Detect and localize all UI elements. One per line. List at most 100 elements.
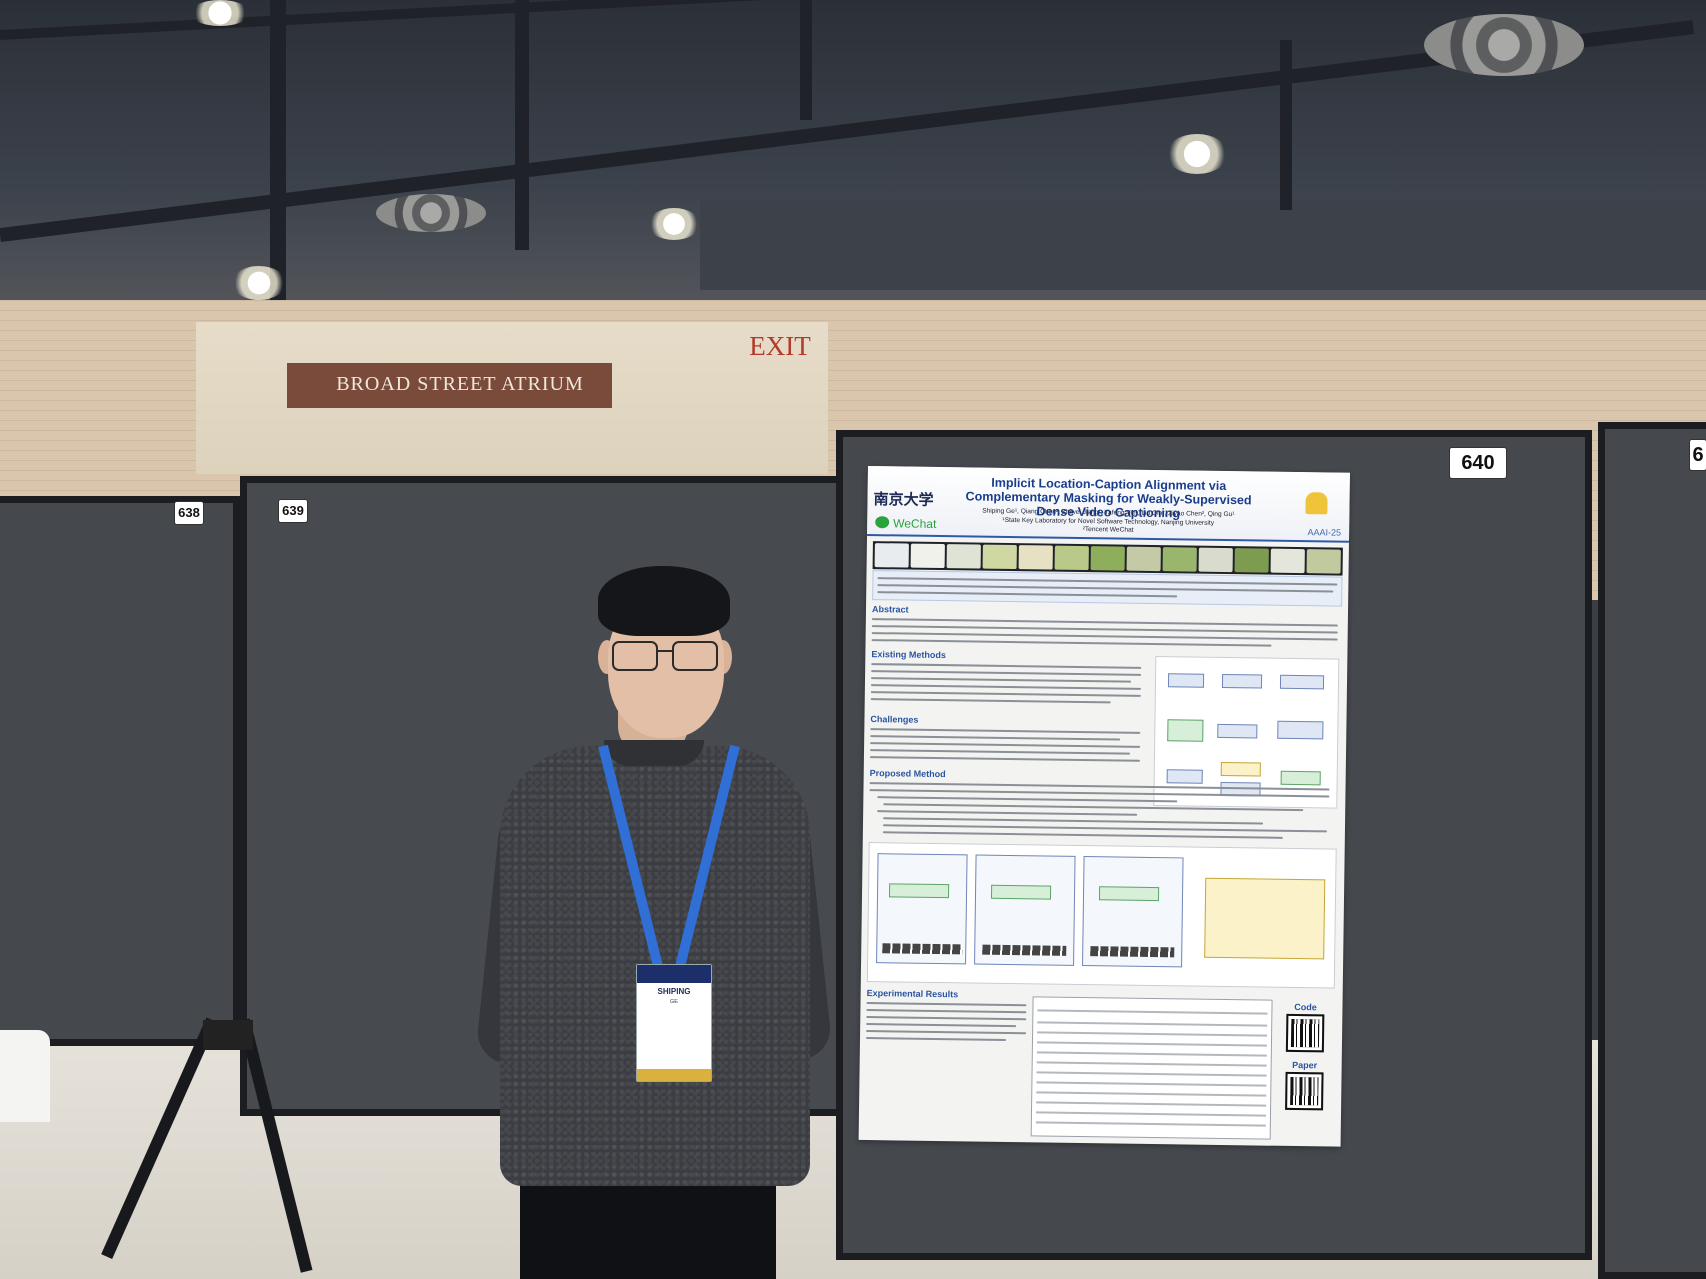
text-line [871, 639, 1272, 647]
board-number-tag: 638 [175, 502, 203, 524]
table-row [1037, 1021, 1268, 1027]
video-frame [1306, 549, 1341, 574]
table-row [1035, 1111, 1266, 1117]
section-proposed-method: Proposed Method [869, 768, 946, 780]
ceiling-truss [700, 200, 1706, 290]
diagram-box [1280, 770, 1321, 786]
text-line [870, 698, 1111, 704]
table-row [1035, 1121, 1266, 1127]
text-line [883, 817, 1264, 825]
text-line [870, 728, 1141, 734]
table-row [1036, 1061, 1267, 1067]
person-sweater [500, 746, 810, 1186]
ceiling-light [232, 266, 286, 300]
glasses-left-lens [612, 641, 658, 671]
conference-mascot-icon [1305, 492, 1328, 515]
research-poster: 南京大学 WeChat Implicit Location-Caption Al… [858, 466, 1350, 1147]
table-row [1036, 1071, 1267, 1077]
board-number-tag: 639 [279, 500, 307, 522]
board-number-tag: 6 [1690, 440, 1706, 470]
text-line [865, 1037, 1007, 1041]
video-frame [1270, 548, 1305, 574]
diagram-box [1279, 674, 1325, 690]
ceiling-vent [376, 194, 486, 232]
poster-authors: Shiping Ge¹, Qiang Chen², Zhiwei Jiang¹,… [949, 507, 1267, 539]
badge-first-name: SHIPING [657, 987, 691, 996]
board-number-tag: 640 [1450, 448, 1506, 478]
video-frame [1162, 547, 1197, 572]
diagram-box [1167, 673, 1205, 688]
glasses-bridge [658, 650, 672, 652]
video-frame [1234, 548, 1269, 573]
diagram-box [1167, 719, 1204, 742]
text-line [866, 1030, 1027, 1035]
video-frame [946, 544, 981, 569]
exit-sign: EXIT [749, 331, 811, 361]
paper-label: Paper [1292, 1059, 1318, 1071]
text-line [866, 1016, 1027, 1021]
text-line [877, 591, 1178, 598]
architecture-figure [866, 842, 1337, 989]
poster-board-edge [1598, 422, 1706, 1279]
text-line [877, 810, 1138, 816]
board-stand-leg [203, 1020, 253, 1050]
person-hair [598, 566, 730, 636]
video-frame [1090, 546, 1125, 571]
diagram-block [1204, 877, 1326, 960]
badge-header [637, 965, 711, 983]
diagram-box [1217, 723, 1258, 739]
text-line [882, 831, 1283, 839]
paper-qr-icon [1285, 1071, 1324, 1111]
ceiling-truss [1280, 40, 1292, 210]
section-experimental-results: Experimental Results [866, 988, 959, 1000]
table-row [1037, 1009, 1268, 1015]
conference-badge: SHIPING GE [636, 964, 712, 1082]
ceiling-light [190, 0, 250, 26]
ceiling-light [1166, 134, 1228, 174]
diagram-box [1221, 673, 1263, 689]
diagram-box [1220, 761, 1261, 777]
sweater-collar [604, 740, 704, 766]
text-line [870, 684, 1141, 690]
ceiling-vent [1424, 14, 1584, 76]
text-line [870, 742, 1141, 748]
code-label: Code [1294, 1002, 1317, 1013]
caption-example-box [872, 570, 1343, 607]
video-frame [874, 543, 909, 568]
ceiling-light [648, 208, 700, 240]
code-qr-icon [1285, 1013, 1325, 1053]
venue-sign-text: BROAD STREET ATRIUM [336, 373, 584, 395]
text-line [870, 735, 1121, 741]
text-line [866, 1023, 1017, 1028]
university-logo: 南京大学 [873, 492, 934, 509]
text-line [869, 756, 1140, 762]
table-row [1036, 1051, 1267, 1057]
badge-last-name: GE [670, 999, 678, 1005]
video-frame [1126, 546, 1161, 572]
badge-stripe [637, 1069, 711, 1081]
results-table [1030, 996, 1273, 1140]
background-person-legs [0, 1030, 50, 1122]
video-frame [1054, 545, 1089, 571]
video-frame [982, 544, 1017, 570]
diagram-box [1166, 769, 1203, 784]
text-line [871, 663, 1142, 669]
poster-title: Implicit Location-Caption Alignment via … [965, 475, 1252, 521]
section-abstract: Abstract [871, 604, 909, 615]
section-challenges: Challenges [870, 714, 919, 725]
table-row [1037, 1031, 1268, 1037]
frame-row [882, 943, 963, 955]
table-row [1036, 1081, 1267, 1087]
diagram-box [1277, 720, 1324, 740]
table-row [1036, 1041, 1267, 1047]
text-line [877, 796, 1178, 803]
wechat-icon [875, 516, 890, 529]
venue-sign [287, 363, 612, 408]
video-frame [1018, 545, 1053, 570]
video-frame [1198, 547, 1233, 573]
section-existing-methods: Existing Methods [871, 649, 946, 661]
wechat-logo: WeChat [893, 516, 937, 531]
person-trousers [520, 1175, 776, 1279]
text-line [870, 691, 1141, 697]
diagram-block [888, 883, 950, 899]
